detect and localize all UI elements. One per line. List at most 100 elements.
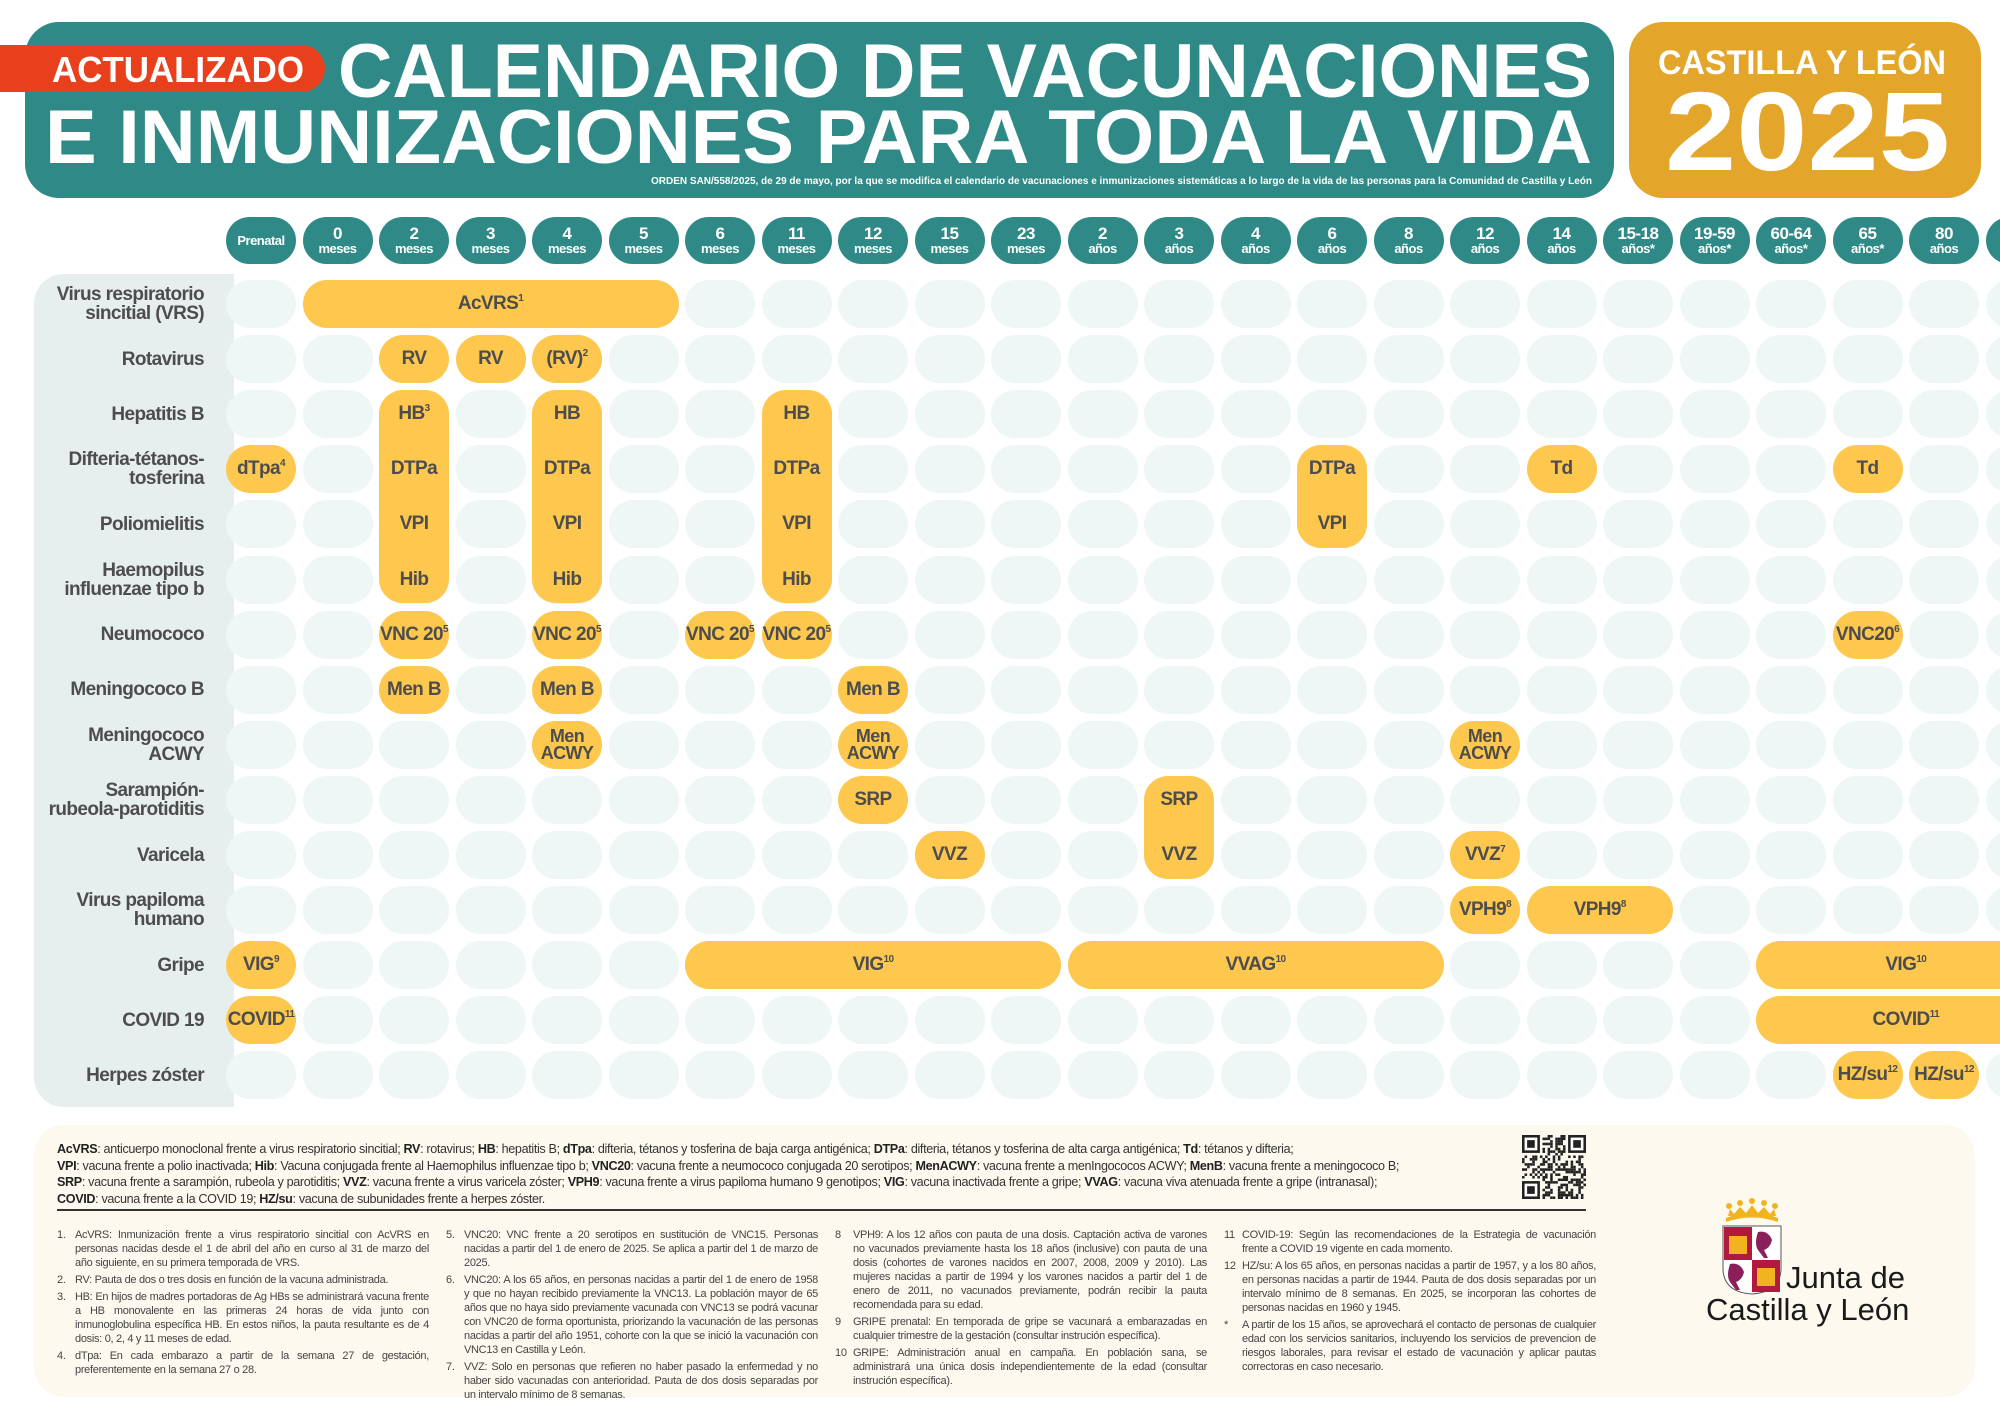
vaccine-dose-covid[interactable] <box>226 996 296 1045</box>
vaccine-dose-neumo[interactable] <box>532 610 602 659</box>
vaccine-dose-vph[interactable] <box>1526 886 1673 935</box>
empty-cell <box>302 500 373 549</box>
footnote-number: * <box>1224 1319 1228 1331</box>
vaccine-dose-gripe[interactable] <box>685 941 1061 990</box>
vaccine-dose-gripe[interactable] <box>1756 941 2000 990</box>
footnote-number: 10 <box>835 1347 847 1359</box>
vaccine-dose-menacwy[interactable] <box>1450 720 1520 769</box>
footnote-text: RV: Pauta de dos o tres dosis en función… <box>75 1274 389 1286</box>
vaccine-dose-herpes[interactable] <box>1909 1051 1979 1100</box>
vaccine-label: VIG10 <box>853 955 894 975</box>
row-label-line: Meningococo <box>88 724 204 746</box>
vaccine-dose-dtp[interactable] <box>1832 445 1903 494</box>
vaccine-name: VPH9 <box>1573 899 1622 921</box>
empty-cell <box>1450 775 1520 824</box>
empty-cell <box>838 445 908 494</box>
vaccine-name: VNC 20 <box>533 623 597 645</box>
vaccine-dose-rota[interactable] <box>379 335 449 384</box>
vaccine-dose-hepb-dtp-polio-hib[interactable] <box>379 390 449 604</box>
vaccine-label: DTPa <box>773 459 820 478</box>
column-header-unit: meses <box>624 240 663 256</box>
empty-cell <box>455 445 526 494</box>
qr-code-icon[interactable] <box>1522 1135 1586 1199</box>
vaccine-dose-varicela[interactable] <box>1450 831 1520 879</box>
vaccine-dose-hepb-dtp-polio-hib[interactable] <box>761 390 832 604</box>
row-label-line: Poliomielitis <box>99 513 205 535</box>
empty-cell <box>1985 555 2000 604</box>
vaccine-dose-neumo[interactable] <box>685 610 755 659</box>
vaccine-label: dTpa4 <box>237 459 286 479</box>
vaccine-dose-menb[interactable] <box>379 665 449 714</box>
empty-cell <box>532 941 602 990</box>
footnote-ref: 11 <box>1929 1009 1940 1021</box>
vaccine-dose-covid[interactable] <box>1756 996 2000 1045</box>
empty-cell <box>455 1051 526 1100</box>
vaccine-dose-gripe[interactable] <box>226 941 296 990</box>
footnote-number: 9 <box>835 1316 841 1328</box>
empty-cell <box>302 831 373 879</box>
vaccine-dose-menacwy[interactable] <box>838 720 908 769</box>
vaccine-dose-hepb-dtp-polio-hib[interactable] <box>532 390 602 604</box>
vaccine-label: Td <box>1550 458 1573 480</box>
empty-cell <box>685 996 755 1045</box>
column-header-unit: meses <box>318 240 357 256</box>
footnote-column: 11 COVID-19: Según las recomendaciones de… <box>1224 1228 1596 1377</box>
vaccine-name: Men B <box>845 678 901 700</box>
vaccine-dose-srp[interactable] <box>838 775 908 824</box>
empty-cell <box>991 610 1061 659</box>
vaccine-dose-rota[interactable] <box>455 335 526 384</box>
vaccine-dose-neumo[interactable] <box>761 610 832 659</box>
empty-cell <box>1603 941 1673 990</box>
vaccine-name: HB <box>398 403 425 425</box>
footnote-text: A partir de los 15 años, se aprovechará … <box>1242 1319 1596 1373</box>
vaccine-dose-rota[interactable] <box>532 335 602 384</box>
empty-cell <box>1603 610 1673 659</box>
title-line-2: E INMUNIZACIONES PARA TODA LA VIDA <box>45 95 1592 180</box>
vaccine-label: Hib <box>553 570 582 589</box>
vaccine-dose-vph[interactable] <box>1450 886 1520 935</box>
vaccine-dose-srp-varicela[interactable] <box>1144 775 1214 879</box>
vaccine-name: SRP <box>1160 788 1198 810</box>
empty-cell <box>1067 996 1138 1045</box>
empty-cell <box>1679 390 1750 439</box>
vaccine-dose-gripe[interactable] <box>1067 941 1444 990</box>
vaccine-dose-menb[interactable] <box>838 665 908 714</box>
empty-cell <box>226 665 296 714</box>
row-label-line: Gripe <box>157 954 204 976</box>
empty-cell <box>226 775 296 824</box>
empty-cell <box>1297 665 1367 714</box>
vaccine-dose-neumo[interactable] <box>1832 610 1903 659</box>
vaccine-dose-dtp-polio[interactable] <box>1297 445 1367 549</box>
empty-cell <box>1756 1051 1826 1100</box>
vaccine-dose-neumo[interactable] <box>379 610 449 659</box>
empty-cell <box>1373 335 1444 384</box>
vaccine-dose-varicela[interactable] <box>914 831 985 879</box>
vaccine-name: Hib <box>399 568 429 590</box>
empty-cell <box>379 941 449 990</box>
vaccine-dose-menb[interactable] <box>532 665 602 714</box>
vaccine-dose-dtp[interactable] <box>1526 445 1597 494</box>
column-header-2m: 2 meses <box>379 217 449 264</box>
vaccine-name: Men ACWY <box>540 725 594 763</box>
vaccine-name: RV <box>401 348 427 370</box>
empty-cell <box>1067 665 1138 714</box>
updated-badge <box>0 45 325 92</box>
empty-cell <box>302 555 373 604</box>
vaccine-dose-herpes[interactable] <box>1832 1051 1903 1100</box>
column-header-12a: 12 años <box>1450 217 1520 264</box>
legend-desc: : hepatitis B; <box>495 1142 563 1156</box>
empty-cell <box>1985 831 2000 879</box>
column-header-value: 11 <box>788 223 805 243</box>
vaccine-name: Td <box>1550 458 1573 480</box>
empty-cell <box>455 941 526 990</box>
vaccine-dose-vrs[interactable] <box>302 280 679 328</box>
empty-cell <box>1144 1051 1214 1100</box>
empty-cell <box>1909 665 1979 714</box>
vaccine-dose-dtp[interactable] <box>226 445 296 494</box>
empty-cell <box>991 886 1061 935</box>
empty-cell <box>1067 500 1138 549</box>
vaccine-dose-menacwy[interactable] <box>532 720 602 769</box>
empty-cell <box>1603 555 1673 604</box>
empty-cell <box>838 610 908 659</box>
empty-cell <box>1450 1051 1520 1100</box>
